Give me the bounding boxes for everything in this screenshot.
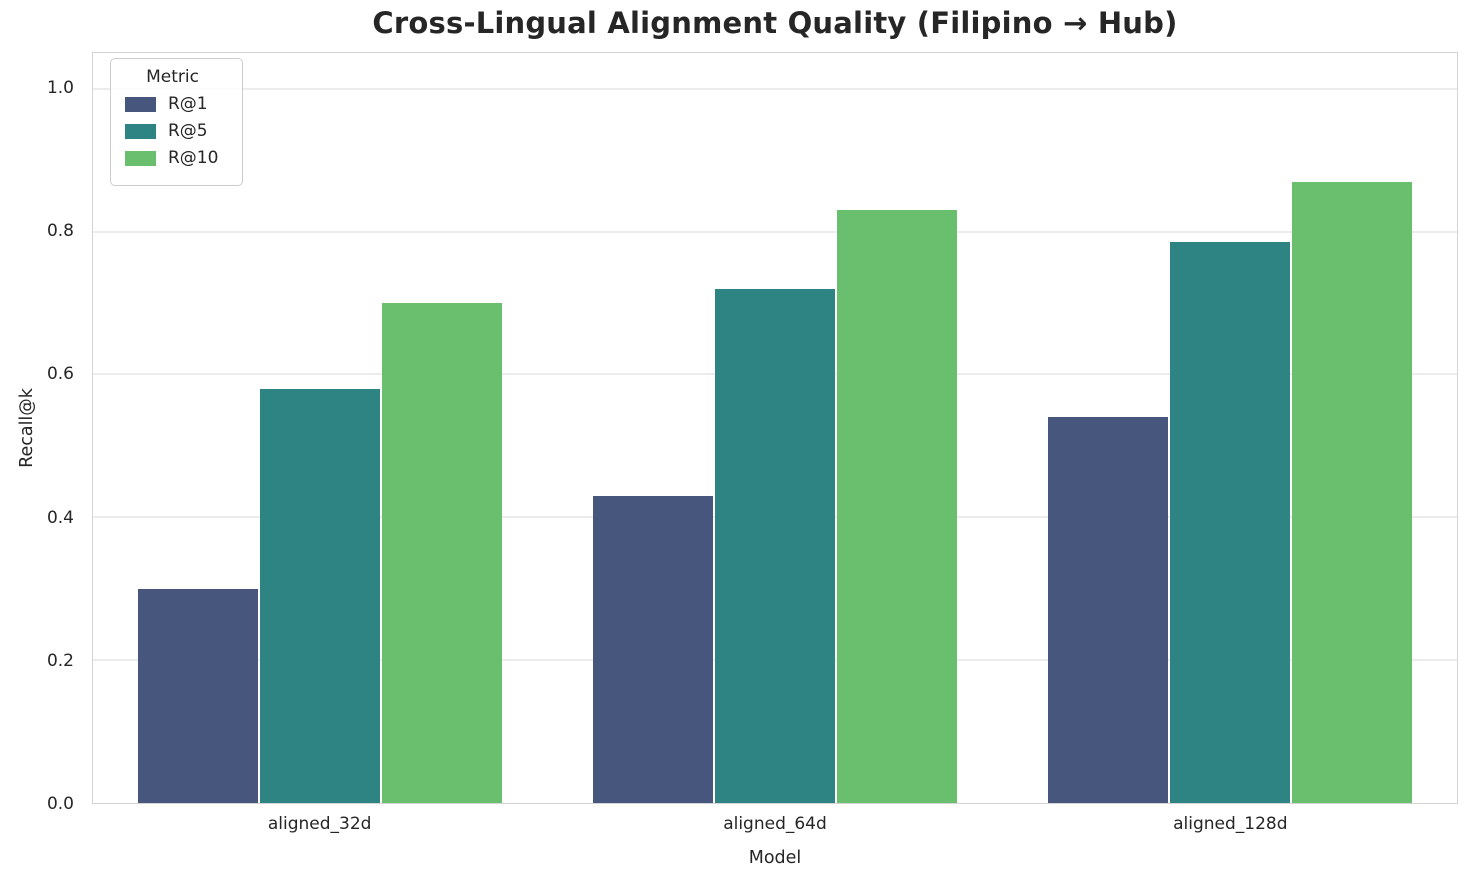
legend-label: R@5 xyxy=(168,121,208,141)
bar-aligned_128d-R@5 xyxy=(1169,242,1290,803)
bar-aligned_128d-R@10 xyxy=(1291,181,1412,803)
x-axis-ticks: aligned_32d aligned_64d aligned_128d xyxy=(92,814,1458,834)
legend-label: R@1 xyxy=(168,94,208,114)
ytick-label-0.2: 0.2 xyxy=(46,650,74,671)
legend-swatch-icon xyxy=(125,150,156,166)
bar-aligned_128d-R@1 xyxy=(1047,417,1168,803)
legend-entry-R@1: R@1 xyxy=(125,94,220,114)
legend-label: R@10 xyxy=(168,148,219,168)
legend-entry-R@10: R@10 xyxy=(125,148,220,168)
bar-group-aligned_64d xyxy=(548,53,1003,803)
ytick-label-0.6: 0.6 xyxy=(46,364,74,385)
bar-aligned_32d-R@1 xyxy=(138,588,259,803)
bar-aligned_64d-R@1 xyxy=(593,495,713,803)
ytick-label-0.0: 0.0 xyxy=(46,794,74,814)
bar-aligned_64d-R@10 xyxy=(837,210,957,803)
legend-entries: R@1 R@5 R@10 xyxy=(125,94,220,168)
ytick-label-0.4: 0.4 xyxy=(46,507,74,528)
gridline-1 xyxy=(93,87,1457,90)
bar-aligned_32d-R@5 xyxy=(260,388,381,803)
y-axis-label: Recall@k xyxy=(17,388,37,468)
legend: Metric R@1 R@5 R@10 xyxy=(110,58,243,186)
legend-title: Metric xyxy=(146,67,199,87)
y-axis-ticks: 0.0 0.2 0.4 0.6 0.8 1.0 xyxy=(0,52,86,814)
chart-title: Cross-Lingual Alignment Quality (Filipin… xyxy=(372,6,1178,40)
bar-aligned_64d-R@5 xyxy=(715,288,835,803)
ytick-label-0.8: 0.8 xyxy=(46,221,74,242)
xtick-label-aligned_32d: aligned_32d xyxy=(267,814,372,834)
ytick-label-1.0: 1.0 xyxy=(46,77,74,98)
bar-aligned_32d-R@10 xyxy=(382,303,503,803)
gridline-0.8 xyxy=(93,230,1457,233)
xtick-label-aligned_64d: aligned_64d xyxy=(723,814,827,834)
bar-group-aligned_32d xyxy=(93,53,548,803)
xtick-label-aligned_128d: aligned_128d xyxy=(1173,814,1288,834)
bar-groups xyxy=(93,53,1457,803)
plot-area: Metric R@1 R@5 R@10 xyxy=(92,52,1458,804)
legend-swatch-icon xyxy=(125,96,156,112)
legend-swatch-icon xyxy=(125,123,156,139)
bar-group-aligned_128d xyxy=(1002,53,1457,803)
legend-entry-R@5: R@5 xyxy=(125,121,220,141)
x-axis-label: Model xyxy=(748,848,802,868)
